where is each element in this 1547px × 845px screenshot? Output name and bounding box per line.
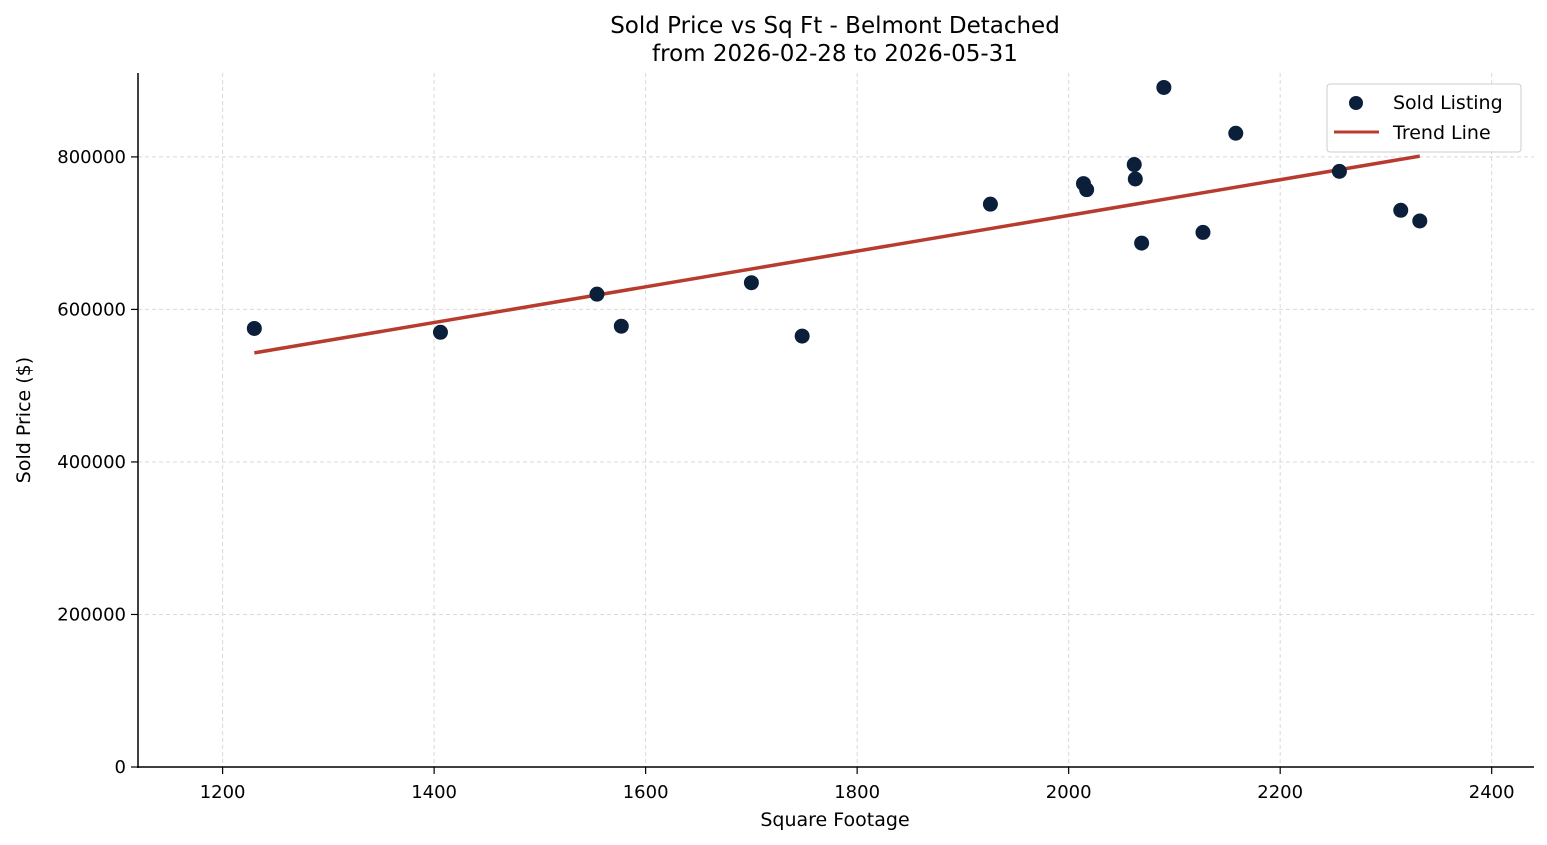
data-point <box>982 196 998 212</box>
legend-box <box>1326 83 1522 153</box>
scatter-points <box>246 79 1428 344</box>
data-point <box>432 324 448 340</box>
data-point <box>1134 235 1150 251</box>
chart-title: Sold Price vs Sq Ft - Belmont Detached <box>610 13 1060 39</box>
y-tick-label: 600000 <box>57 299 126 320</box>
y-ticks: 0 200000 400000 600000 800000 <box>57 147 138 778</box>
data-point <box>743 275 759 291</box>
data-point <box>1127 171 1143 187</box>
x-tick-label: 2400 <box>1469 782 1515 803</box>
data-point <box>613 318 629 334</box>
x-tick-label: 1800 <box>834 782 880 803</box>
data-point <box>1126 157 1142 173</box>
y-tick-label: 200000 <box>57 604 126 625</box>
data-point <box>246 320 262 336</box>
legend-label-trend-line: Trend Line <box>1392 122 1491 144</box>
data-point <box>1393 202 1409 218</box>
x-tick-label: 2000 <box>1046 782 1092 803</box>
y-tick-label: 800000 <box>57 147 126 168</box>
data-point <box>1412 213 1428 229</box>
x-axis-label: Square Footage <box>760 809 909 831</box>
legend: Sold Listing Trend Line <box>1326 83 1522 153</box>
x-tick-label: 1200 <box>200 782 246 803</box>
axes <box>137 73 1534 768</box>
data-point <box>1079 182 1095 198</box>
x-tick-label: 1600 <box>623 782 669 803</box>
data-point <box>589 286 605 302</box>
trend-line <box>254 154 1421 355</box>
legend-marker-sold-listing <box>1349 96 1363 110</box>
data-point <box>1156 79 1172 95</box>
y-tick-label: 0 <box>115 757 126 778</box>
chart-subtitle: from 2026-02-28 to 2026-05-31 <box>652 41 1018 67</box>
trend-line-layer <box>254 154 1421 355</box>
data-point <box>1331 163 1347 179</box>
legend-label-sold-listing: Sold Listing <box>1393 92 1503 114</box>
y-axis-label: Sold Price ($) <box>13 357 35 483</box>
x-ticks: 1200 1400 1600 1800 2000 2200 2400 <box>200 767 1515 803</box>
y-tick-label: 400000 <box>57 452 126 473</box>
x-tick-label: 2200 <box>1257 782 1303 803</box>
grid-lines <box>138 73 1534 768</box>
data-point <box>1228 125 1244 141</box>
data-point <box>794 328 810 344</box>
data-point <box>1195 224 1211 240</box>
x-tick-label: 1400 <box>411 782 457 803</box>
